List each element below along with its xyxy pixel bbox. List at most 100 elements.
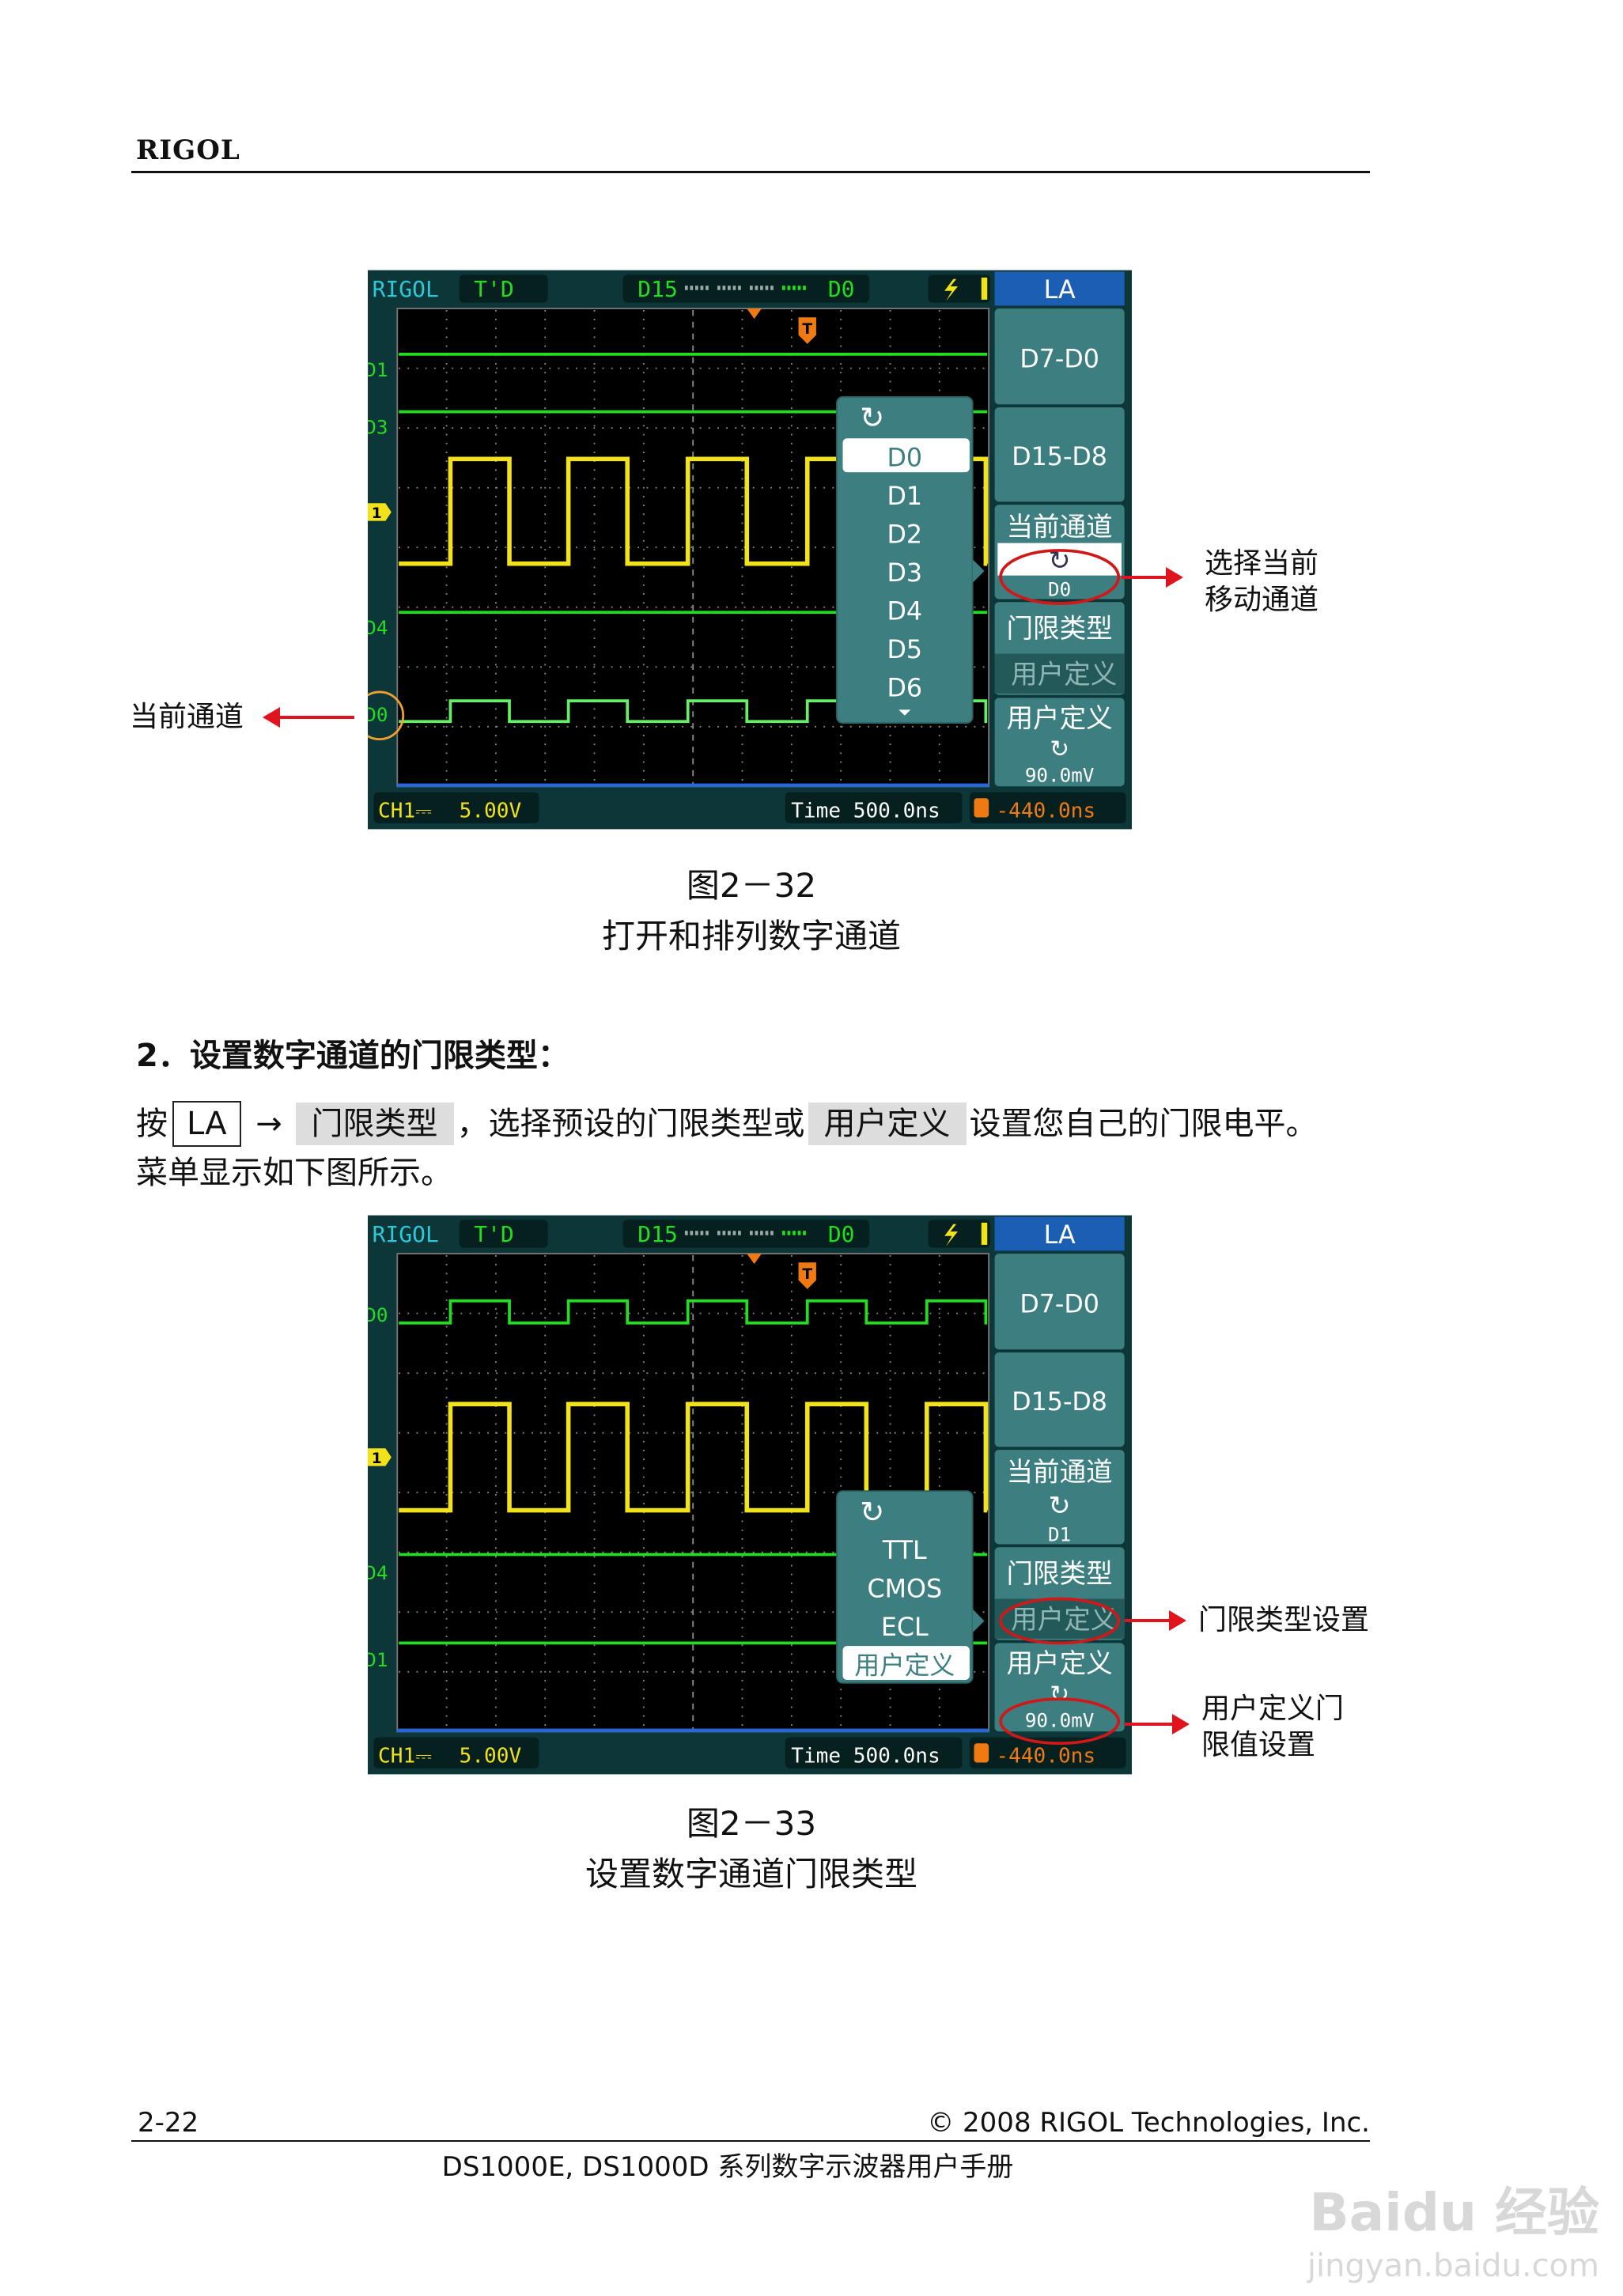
trigger-offset: -440.0ns — [996, 799, 1095, 823]
ch1-scale-box — [373, 1737, 539, 1768]
popup-pointer — [972, 1609, 985, 1633]
scope-brand: RIGOL — [373, 276, 439, 302]
popup-item[interactable]: 用户定义 — [854, 1652, 955, 1681]
trigger-marker — [798, 317, 816, 344]
channel-label-d0: D0 — [368, 703, 388, 726]
text: 按 — [136, 1106, 168, 1142]
annotation-user-threshold: 用户定义门 限值设置 — [1201, 1693, 1345, 1761]
mode-text: T'D — [474, 1221, 514, 1247]
figure-caption-2: 图2－33 — [686, 1804, 817, 1843]
ch1-marker-label: 1 — [372, 1451, 382, 1467]
mode-box — [459, 274, 548, 303]
scope-brand: RIGOL — [373, 1221, 439, 1247]
header-brand: RIGOL — [136, 134, 240, 166]
trigger-box — [928, 274, 990, 303]
popup-item[interactable]: D0 — [887, 444, 923, 473]
ch1-marker — [368, 1448, 392, 1466]
popup-item[interactable]: D4 — [887, 598, 923, 626]
annotation-threshold-type: 门限类型设置 — [1198, 1604, 1370, 1636]
popup-item[interactable]: D3 — [887, 559, 923, 588]
knob-icon: ↻ — [860, 1495, 884, 1530]
menu-btn-d7-d0[interactable] — [994, 308, 1125, 405]
footer-rule — [131, 2140, 1370, 2142]
popup-item[interactable]: D6 — [887, 675, 923, 703]
popup-item[interactable]: D2 — [887, 521, 923, 550]
menu-btn-d15-d8-label: D15-D8 — [1012, 1388, 1107, 1417]
user-threshold-value: 90.0mV — [1025, 764, 1095, 787]
menu-btn-d15-d8[interactable] — [994, 407, 1125, 502]
arrow-right — [1125, 1714, 1190, 1734]
trace-d0 — [399, 1299, 988, 1325]
trigger-offset-box — [969, 792, 1126, 823]
oscilloscope-screen-1: RIGOL T'D D15 D0 LA T D1 D3 D4 D0 1 D7-D0 D15-D8 当前通道… — [368, 270, 1132, 830]
menu-btn-d7-d0-label: D7-D0 — [1020, 1291, 1099, 1319]
popup-item[interactable]: D1 — [887, 482, 923, 511]
channel-right: D0 — [828, 276, 855, 302]
trigger-edge-icon — [944, 278, 958, 301]
manual-title: DS1000E, DS1000D 系列数字示波器用户手册 — [441, 2151, 1014, 2183]
trigger-marker-label: T — [802, 321, 812, 338]
channel-left: D15 — [637, 276, 678, 302]
ch1-scale: 5.00V — [460, 1744, 522, 1768]
annotation-highlight-ellipse — [999, 1697, 1121, 1746]
menu-btn-current-channel[interactable] — [994, 1450, 1125, 1545]
channel-left: D15 — [637, 1221, 678, 1247]
popup-pointer — [972, 559, 985, 583]
current-channel-highlight — [368, 690, 405, 741]
menu-btn-user-threshold[interactable] — [994, 698, 1125, 787]
knob-icon: ↻ — [1050, 1681, 1069, 1708]
ch1-scale-box — [373, 792, 539, 823]
channel-label-d3: D3 — [368, 416, 388, 439]
menu-btn-d7-d0[interactable] — [994, 1254, 1125, 1350]
threshold-value-bg — [994, 653, 1125, 694]
channel-label-d0: D0 — [368, 1303, 388, 1326]
popup-item-selected-bg — [842, 1646, 970, 1681]
section-heading: 2．设置数字通道的门限类型： — [136, 1038, 569, 1074]
page-number: 2-22 — [138, 2107, 199, 2139]
softkey-threshold-type: 门限类型 — [295, 1103, 454, 1145]
popup-bg — [836, 1490, 974, 1684]
popup-list: ↻ TTL CMOS ECL 用户定义 — [836, 1490, 985, 1684]
menu-btn-user-threshold-label: 用户定义 — [1007, 703, 1113, 734]
channel-label-d4: D4 — [368, 1561, 388, 1584]
channel-label-d1: D1 — [368, 358, 388, 381]
time-base: Time 500.0ns — [791, 1744, 940, 1768]
popup-list: ↻D0 D1 D2 D3 D4 D5 D6 — [836, 396, 985, 724]
trigger-offset-icon — [974, 1743, 989, 1763]
channel-range-box — [622, 274, 870, 303]
softkey-user-defined: 用户定义 — [808, 1103, 967, 1145]
paragraph-line-2: 菜单显示如下图所示。 — [136, 1155, 452, 1191]
threshold-value: 用户定义 — [1011, 1604, 1117, 1635]
paragraph-line-1: 按 LA → 门限类型 ，选择预设的门限类型或 用户定义 设置您自己的门限电平。 — [136, 1101, 1318, 1147]
user-threshold-value: 90.0mV — [1025, 1709, 1095, 1732]
ch1-marker-label: 1 — [372, 505, 382, 522]
knob-icon: ↻ — [1050, 736, 1069, 763]
menu-title-bar — [994, 271, 1125, 306]
current-channel-value: D1 — [1048, 1523, 1071, 1546]
menu-title: LA — [1044, 1221, 1076, 1250]
channel-range-box — [622, 1220, 870, 1248]
arrow-text: → — [255, 1106, 282, 1142]
menu-btn-current-channel-label: 当前通道 — [1007, 511, 1113, 542]
menu-btn-d15-d8-label: D15-D8 — [1012, 443, 1107, 471]
popup-item[interactable]: D5 — [887, 636, 923, 664]
time-box — [785, 792, 963, 823]
popup-item[interactable]: TTL — [882, 1537, 927, 1565]
time-base: Time 500.0ns — [791, 799, 940, 823]
trigger-position-marker — [747, 308, 762, 320]
annotation-highlight-ellipse — [999, 549, 1121, 605]
key-la: LA — [172, 1101, 241, 1147]
header-rule — [131, 171, 1370, 173]
channel-label-d1: D1 — [368, 1648, 388, 1671]
menu-btn-d15-d8[interactable] — [994, 1352, 1125, 1447]
menu-btn-threshold-type-label: 门限类型 — [1007, 1558, 1113, 1589]
menu-btn-user-threshold[interactable] — [994, 1643, 1125, 1732]
popup-item[interactable]: ECL — [881, 1613, 929, 1642]
figure-subtitle-1: 打开和排列数字通道 — [601, 917, 901, 955]
trigger-level-bar — [981, 1222, 988, 1245]
ch1-label: CH1⎓ — [378, 799, 432, 823]
trigger-marker-label: T — [802, 1266, 812, 1283]
mode-text: T'D — [474, 276, 514, 302]
popup-item[interactable]: CMOS — [868, 1575, 943, 1604]
menu-title: LA — [1044, 276, 1076, 304]
